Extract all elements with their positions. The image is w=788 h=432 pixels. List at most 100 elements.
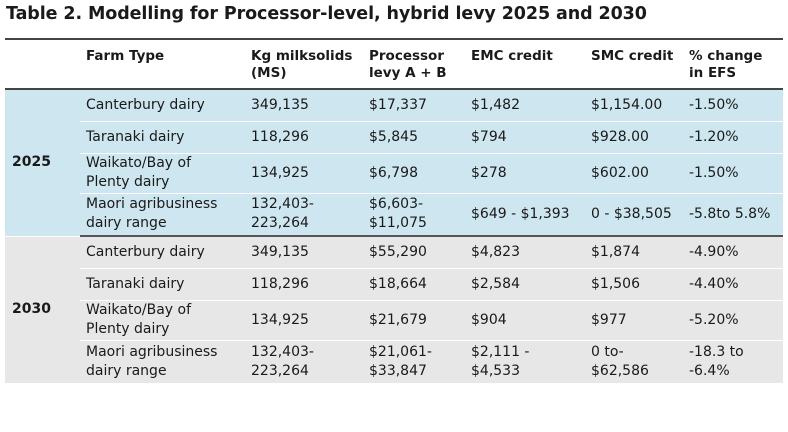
efs-change-cell: -4.90%: [683, 236, 783, 269]
processor-levy-cell: $55,290: [363, 236, 465, 269]
kg-milksolids-cell: 118,296: [245, 268, 363, 301]
processor-levy-cell: $21,061- $33,847: [363, 340, 465, 383]
efs-change-cell-line1: -4.40%: [689, 275, 739, 292]
processor-levy-cell-line1: $21,061-: [369, 343, 432, 360]
emc-credit-cell: $794: [465, 121, 585, 154]
efs-change-cell-line1: -1.20%: [689, 128, 739, 145]
kg-milksolids-cell-line1: 134,925: [251, 311, 309, 328]
emc-credit-cell: $4,823: [465, 236, 585, 269]
kg-milksolids-cell-line1: 134,925: [251, 164, 309, 181]
processor-levy-cell-line1: $17,337: [369, 96, 427, 113]
table-body: 2025 Canterbury dairy 349,135 $17,337 $1,482…: [5, 89, 783, 384]
smc-credit-cell-line1: 0 - $38,505: [591, 205, 672, 222]
header-processor-levy-line1: Processor: [369, 48, 444, 64]
farm-type-cell-line2: Plenty dairy: [86, 321, 170, 337]
efs-change-cell: -1.50%: [683, 153, 783, 194]
processor-levy-cell-line1: $6,798: [369, 164, 418, 181]
processor-levy-cell-line1: $6,603-: [369, 196, 424, 213]
levy-modelling-table: Farm Type Kg milksolids (MS) Processor lev…: [5, 38, 783, 384]
farm-type-cell-line2: dairy range: [86, 362, 167, 379]
efs-change-cell: -1.50%: [683, 89, 783, 122]
header-efs-change: % change in EFS: [683, 39, 783, 89]
smc-credit-cell-line1: $928.00: [591, 128, 649, 145]
emc-credit-cell: $904: [465, 300, 585, 341]
emc-credit-cell-line1: $794: [471, 128, 507, 145]
smc-credit-cell-line1: 0 to-: [591, 343, 624, 360]
kg-milksolids-cell-line1: 132,403-: [251, 343, 314, 360]
kg-milksolids-cell: 134,925: [245, 153, 363, 194]
header-kg-milksolids-line2: (MS): [251, 65, 287, 81]
processor-levy-cell-line1: $21,679: [369, 311, 427, 328]
emc-credit-cell: $2,584: [465, 268, 585, 301]
kg-milksolids-cell: 132,403- 223,264: [245, 193, 363, 237]
smc-credit-cell: $602.00: [585, 153, 683, 194]
year-cell: 2025: [5, 89, 80, 237]
processor-levy-cell: $5,845: [363, 121, 465, 154]
year-cell: 2030: [5, 236, 80, 384]
processor-levy-cell-line1: $18,664: [369, 275, 427, 292]
efs-change-cell-line1: -1.50%: [689, 164, 739, 181]
emc-credit-cell-line2: $4,533: [471, 362, 520, 379]
emc-credit-cell-line1: $278: [471, 164, 507, 181]
smc-credit-cell-line1: $602.00: [591, 164, 649, 181]
kg-milksolids-cell-line2: 223,264: [251, 215, 309, 232]
table-row: Waikato/Bay of Plenty dairy 134,925 $21,679…: [5, 300, 783, 341]
smc-credit-cell-line1: $1,506: [591, 275, 640, 292]
processor-levy-cell: $6,603- $11,075: [363, 193, 465, 237]
table-row: Maori agribusiness dairy range 132,403- 223…: [5, 340, 783, 383]
emc-credit-cell-line1: $4,823: [471, 243, 520, 260]
smc-credit-cell: $1,154.00: [585, 89, 683, 122]
smc-credit-cell: 0 to- $62,586: [585, 340, 683, 383]
efs-change-cell: -5.20%: [683, 300, 783, 341]
efs-change-cell: -4.40%: [683, 268, 783, 301]
header-smc-credit: SMC credit: [591, 48, 674, 64]
header-efs-change-line2: in EFS: [689, 65, 737, 81]
farm-type-cell: Canterbury dairy: [80, 236, 245, 269]
efs-change-cell-line1: -1.50%: [689, 96, 739, 113]
farm-type-cell: Maori agribusiness dairy range: [80, 340, 245, 383]
smc-credit-cell: $977: [585, 300, 683, 341]
emc-credit-cell-line1: $649 - $1,393: [471, 205, 570, 222]
smc-credit-cell-line1: $1,874: [591, 243, 640, 260]
efs-change-cell: -1.20%: [683, 121, 783, 154]
table-row: 2030 Canterbury dairy 349,135 $55,290 $4,823…: [5, 236, 783, 384]
efs-change-cell: -5.8to 5.8%: [683, 193, 783, 237]
emc-credit-cell-line1: $904: [471, 311, 507, 328]
kg-milksolids-cell-line2: 223,264: [251, 362, 309, 379]
kg-milksolids-cell-line1: 349,135: [251, 96, 309, 113]
farm-type-cell: Taranaki dairy: [80, 268, 245, 301]
table-row: 2025 Canterbury dairy 349,135 $17,337 $1,482…: [5, 89, 783, 237]
emc-credit-cell: $2,111 - $4,533: [465, 340, 585, 383]
farm-type-cell: Maori agribusiness dairy range: [80, 193, 245, 237]
emc-credit-cell: $649 - $1,393: [465, 193, 585, 237]
farm-type-cell: Taranaki dairy: [80, 121, 245, 154]
table-title: Table 2. Modelling for Processor-level, …: [6, 4, 647, 24]
header-processor-levy-line2: levy A + B: [369, 65, 447, 81]
farm-type-cell-line1: Taranaki dairy: [86, 128, 185, 145]
header-kg-milksolids: Kg milksolids (MS): [245, 39, 363, 89]
kg-milksolids-cell: 349,135: [245, 89, 363, 122]
header-farm-type: Farm Type: [86, 48, 165, 64]
table-row: Waikato/Bay of Plenty dairy 134,925 $6,798 $…: [5, 153, 783, 194]
farm-type-cell-line2: Plenty dairy: [86, 174, 170, 190]
efs-change-cell-line1: -18.3 to: [689, 343, 744, 360]
farm-type-cell-line1: Canterbury dairy: [86, 96, 205, 113]
farm-type-cell: Waikato/Bay of Plenty dairy: [80, 153, 245, 194]
farm-type-cell-line2: dairy range: [86, 215, 167, 232]
table-row: Taranaki dairy 118,296 $18,664 $2,584 $1,506…: [5, 268, 783, 301]
smc-credit-cell: 0 - $38,505: [585, 193, 683, 237]
processor-levy-cell: $18,664: [363, 268, 465, 301]
emc-credit-cell: $278: [465, 153, 585, 194]
efs-change-cell-line1: -4.90%: [689, 243, 739, 260]
farm-type-cell-line1: Maori agribusiness: [86, 196, 218, 213]
emc-credit-cell: $1,482: [465, 89, 585, 122]
smc-credit-cell: $928.00: [585, 121, 683, 154]
processor-levy-cell-line1: $55,290: [369, 243, 427, 260]
header-kg-milksolids-line1: Kg milksolids: [251, 48, 353, 64]
processor-levy-cell-line2: $11,075: [369, 215, 427, 232]
emc-credit-cell-line1: $1,482: [471, 96, 520, 113]
farm-type-cell-line1: Taranaki dairy: [86, 275, 185, 292]
table-row: Taranaki dairy 118,296 $5,845 $794 $928.00 -1…: [5, 121, 783, 154]
processor-levy-cell: $6,798: [363, 153, 465, 194]
efs-change-cell-line2: -6.4%: [689, 362, 730, 379]
